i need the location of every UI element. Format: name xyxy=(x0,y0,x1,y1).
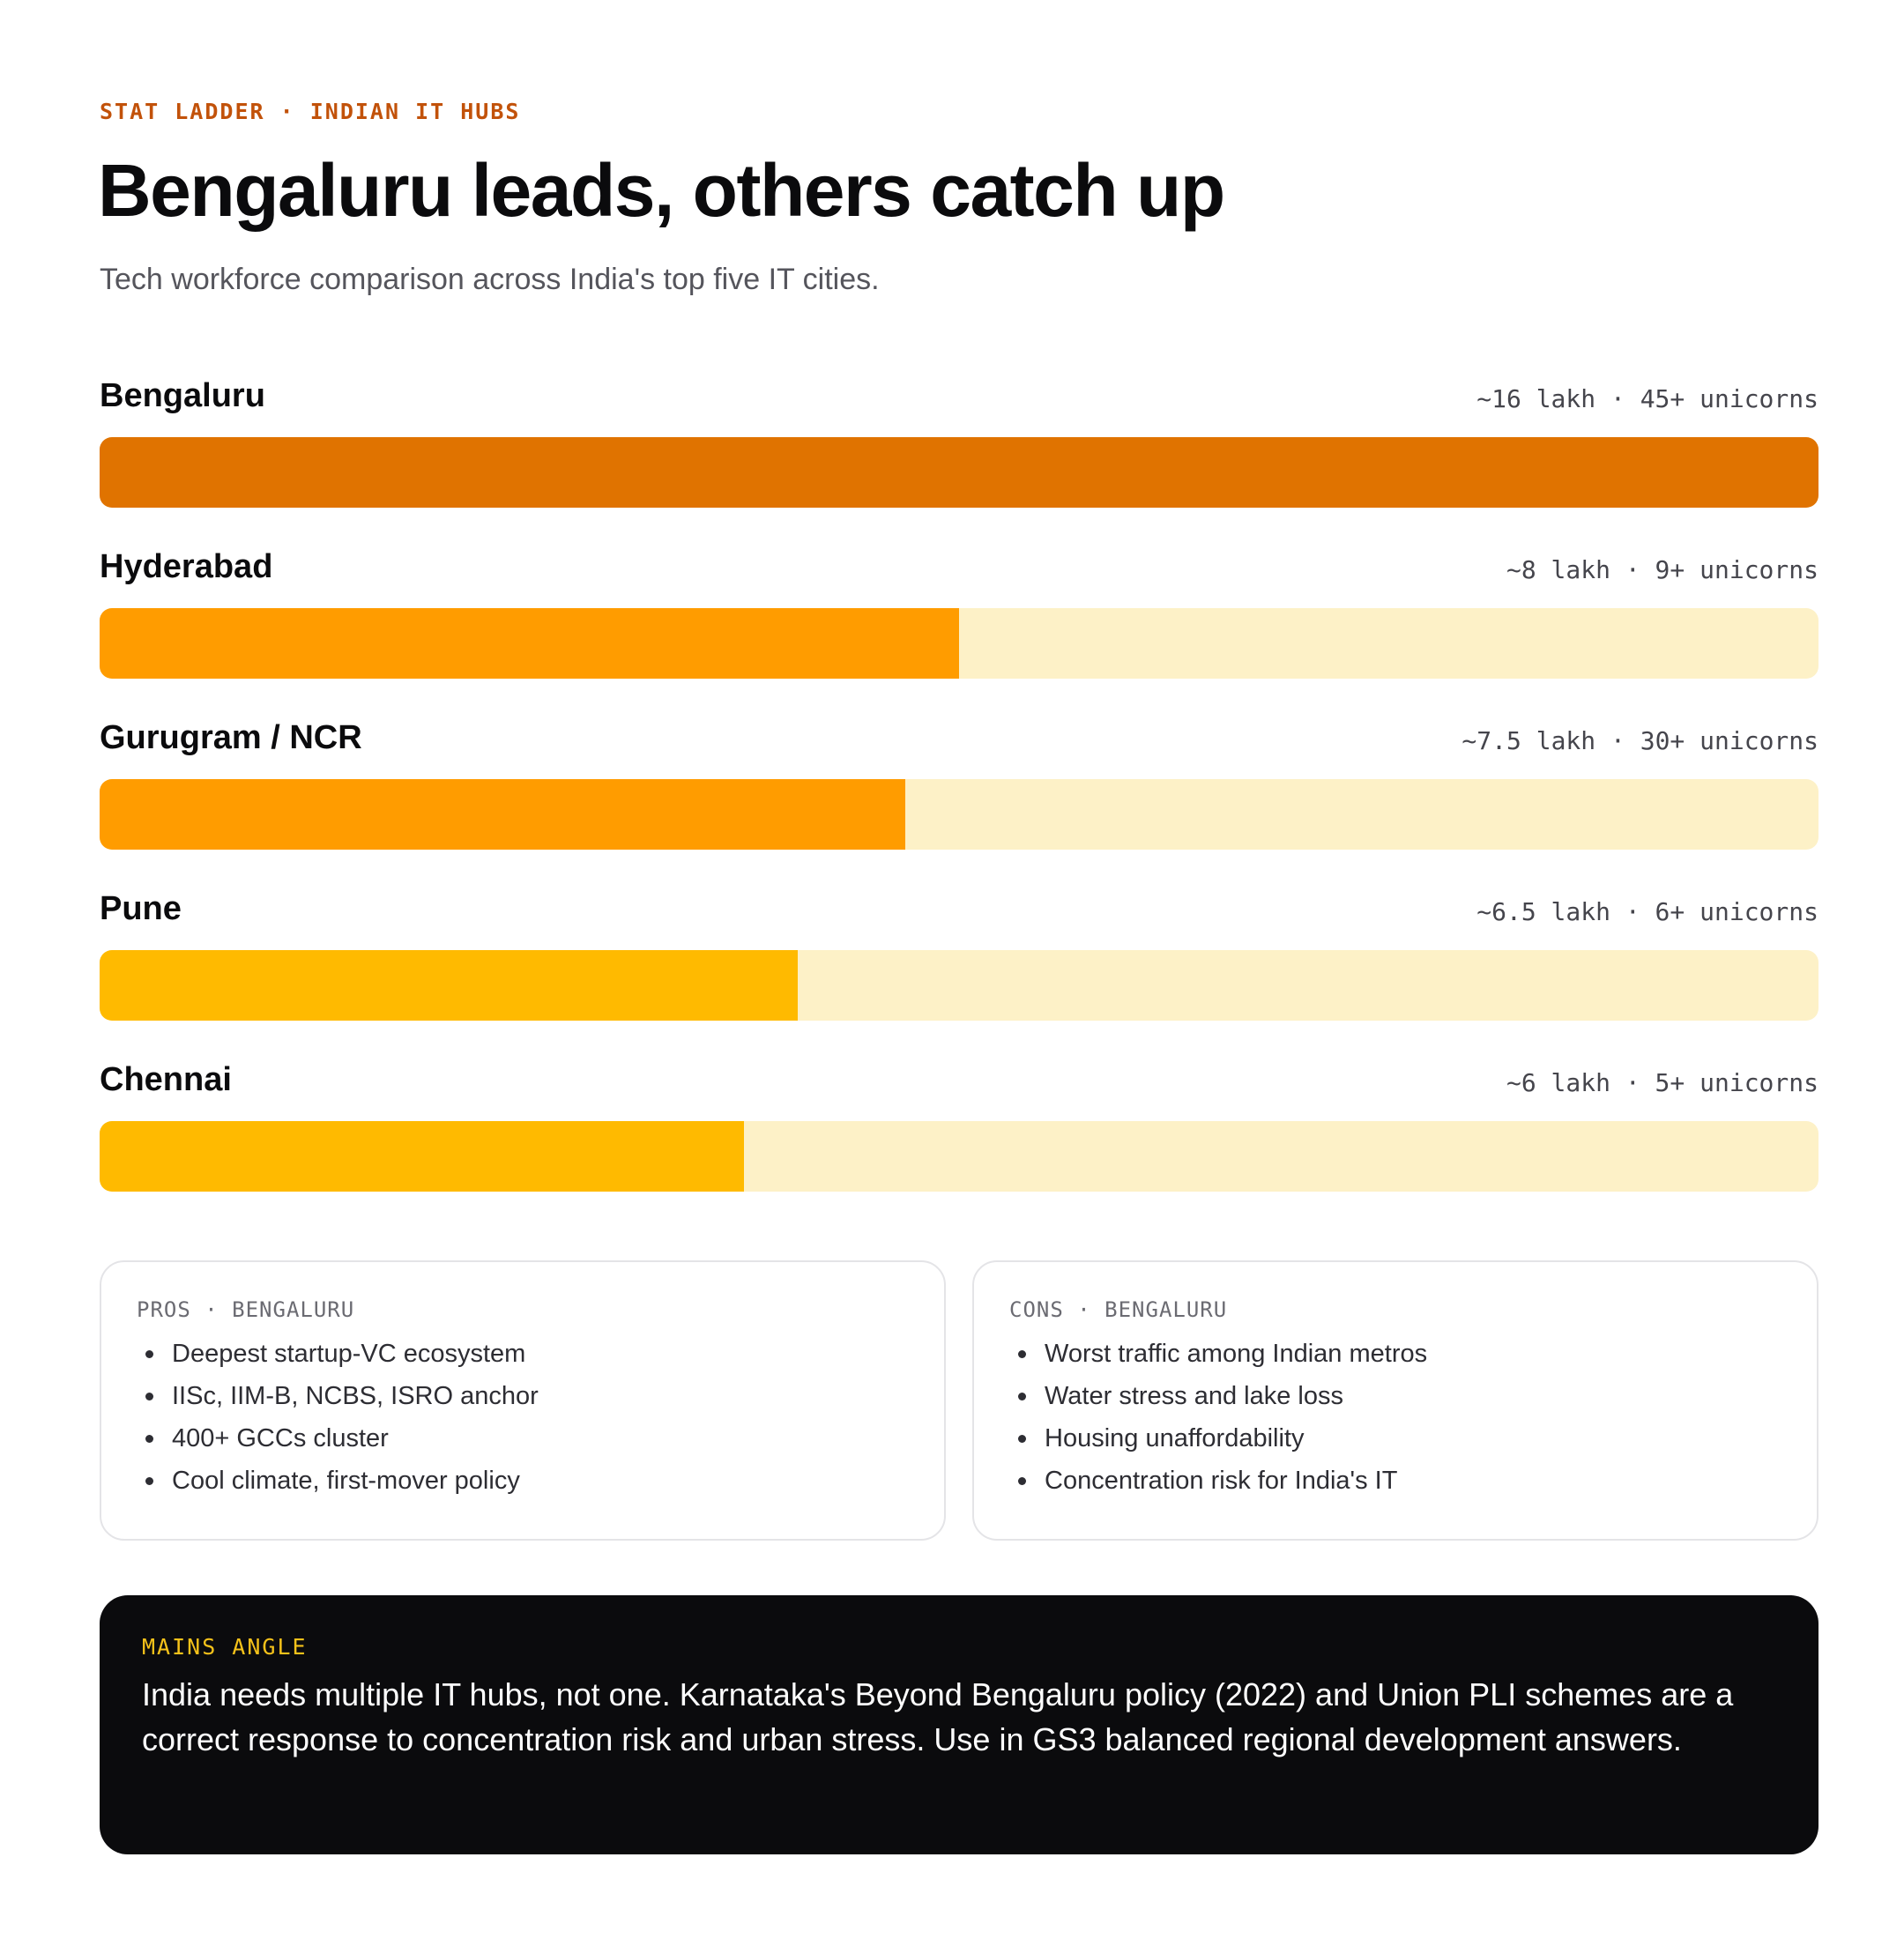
data-label: ~8 lakh · 9+ unicorns xyxy=(1506,555,1818,584)
pros-card: PROS · BENGALURU Deepest startup-VC ecos… xyxy=(100,1260,946,1541)
bar xyxy=(100,437,1818,508)
chart-row: Pune ~6.5 lakh · 6+ unicorns xyxy=(100,890,1818,1061)
pros-label: PROS · BENGALURU xyxy=(137,1297,355,1322)
mains-angle-label: MAINS ANGLE xyxy=(142,1634,308,1660)
data-label: ~6 lakh · 5+ unicorns xyxy=(1506,1068,1818,1097)
bar xyxy=(100,950,799,1021)
bar-track xyxy=(100,437,1818,508)
chart-row: Gurugram / NCR ~7.5 lakh · 30+ unicorns xyxy=(100,719,1818,890)
cons-card: CONS · BENGALURU Worst traffic among Ind… xyxy=(972,1260,1818,1541)
bar xyxy=(100,1121,745,1192)
pros-item: IISc, IIM-B, NCBS, ISRO anchor xyxy=(137,1375,909,1417)
cons-list: Worst traffic among Indian metros Water … xyxy=(1009,1333,1781,1502)
mains-angle-panel: MAINS ANGLE India needs multiple IT hubs… xyxy=(100,1595,1818,1854)
cons-item: Water stress and lake loss xyxy=(1009,1375,1781,1417)
pros-item: 400+ GCCs cluster xyxy=(137,1417,909,1460)
cons-item: Concentration risk for India's IT xyxy=(1009,1460,1781,1502)
pros-item: Deepest startup-VC ecosystem xyxy=(137,1333,909,1375)
chart-row: Bengaluru ~16 lakh · 45+ unicorns xyxy=(100,377,1818,548)
data-label: ~16 lakh · 45+ unicorns xyxy=(1476,384,1818,413)
cons-label: CONS · BENGALURU xyxy=(1009,1297,1228,1322)
subtitle: Tech workforce comparison across India's… xyxy=(100,263,880,296)
cons-item: Worst traffic among Indian metros xyxy=(1009,1333,1781,1375)
chart-row: Hyderabad ~8 lakh · 9+ unicorns xyxy=(100,548,1818,719)
category-label: Gurugram / NCR xyxy=(100,719,362,756)
category-label: Hyderabad xyxy=(100,548,273,585)
stat-ladder-chart: Bengaluru ~16 lakh · 45+ unicorns Hyderaba… xyxy=(100,377,1818,1232)
mains-angle-text: India needs multiple IT hubs, not one. K… xyxy=(142,1676,1734,1757)
kicker: STAT LADDER · INDIAN IT HUBS xyxy=(100,99,521,124)
bar-track xyxy=(100,1121,1818,1192)
category-label: Bengaluru xyxy=(100,377,265,414)
bar xyxy=(100,608,959,679)
category-label: Pune xyxy=(100,890,182,927)
cons-item: Housing unaffordability xyxy=(1009,1417,1781,1460)
data-label: ~6.5 lakh · 6+ unicorns xyxy=(1476,897,1818,926)
pros-item: Cool climate, first-mover policy xyxy=(137,1460,909,1502)
page-title: Bengaluru leads, others catch up xyxy=(98,149,1225,232)
bar-track xyxy=(100,950,1818,1021)
bar-track xyxy=(100,779,1818,850)
pros-cons-cards: PROS · BENGALURU Deepest startup-VC ecos… xyxy=(100,1260,1818,1541)
data-label: ~7.5 lakh · 30+ unicorns xyxy=(1461,726,1818,755)
pros-list: Deepest startup-VC ecosystem IISc, IIM-B… xyxy=(137,1333,909,1502)
bar xyxy=(100,779,906,850)
bar-track xyxy=(100,608,1818,679)
chart-row: Chennai ~6 lakh · 5+ unicorns xyxy=(100,1061,1818,1232)
category-label: Chennai xyxy=(100,1061,232,1098)
